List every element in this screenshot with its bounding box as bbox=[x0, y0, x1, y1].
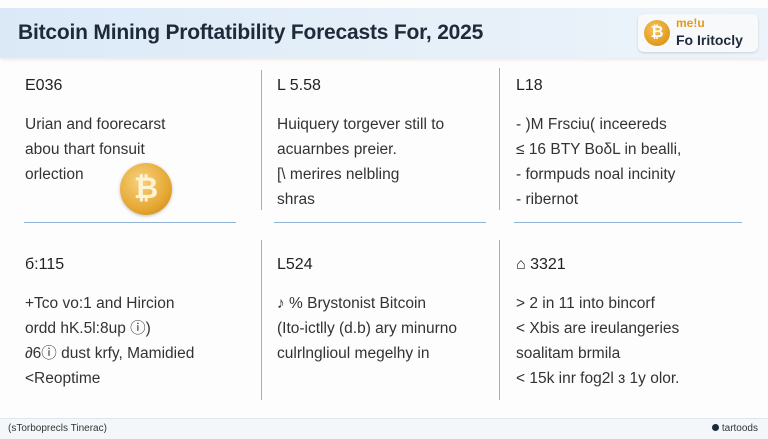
cell-line: - formpuds noal incinity bbox=[516, 166, 676, 183]
cell-number: б:115 bbox=[25, 256, 65, 273]
forecast-cell-1: E036 Urian and foorecarst abou thart fon… bbox=[25, 76, 255, 187]
cell-line: Urian and foorecarst bbox=[25, 116, 166, 133]
cell-line: ♪ % Brystonist Bitcoin bbox=[277, 295, 427, 312]
column-divider-2-bottom bbox=[499, 240, 500, 400]
cell-line: <Reoptime bbox=[25, 370, 101, 387]
forecast-cell-6: ⌂ 3321 > 2 in 11 into bincorf < Xbis are… bbox=[516, 255, 746, 391]
cell-number: ⌂ 3321 bbox=[516, 256, 566, 273]
bitcoin-logo-icon: ₿ bbox=[644, 20, 670, 46]
cell-line: < Xbis are ireulangeries bbox=[516, 320, 680, 337]
brand-tagline: me!u bbox=[676, 16, 705, 30]
forecast-cell-2: L 5.58 Huiquery torgever still to acuarn… bbox=[277, 76, 507, 212]
cell-line: soalitam brmila bbox=[516, 345, 621, 362]
cell-line: < 15k inr fog2l ɜ 1y olor. bbox=[516, 370, 680, 387]
cell-line: > 2 in 11 into bincorf bbox=[516, 295, 655, 312]
cell-line: orlection bbox=[25, 166, 84, 183]
cell-line: shras bbox=[277, 191, 315, 208]
brand-name: Fo Iritocly bbox=[676, 32, 743, 48]
cell-line: abou thart fonsuit bbox=[25, 141, 145, 158]
row-divider-col2 bbox=[274, 222, 486, 223]
cell-line: acuarnbes preier. bbox=[277, 141, 397, 158]
footer-credit: tartoods bbox=[711, 423, 758, 434]
footer-source: (sTorboprecls Tinerac) bbox=[8, 423, 107, 434]
column-divider-2-top bbox=[499, 68, 500, 210]
row-divider-col1 bbox=[24, 222, 236, 223]
bitcoin-coin-icon: ₿ bbox=[120, 163, 172, 215]
cell-line: ∂6ⓘ dust krfy, Mamidied bbox=[25, 345, 195, 362]
cell-line: ≤ 16 BTY BoδL in bealli, bbox=[516, 141, 682, 158]
cell-line: ordd hK.5l:8up ⓘ) bbox=[25, 320, 151, 337]
brand-logo: ₿ me!u Fo Iritocly bbox=[638, 14, 758, 52]
cell-line: culrlnglioul megelhy in bbox=[277, 345, 430, 362]
footer-logo-icon bbox=[711, 424, 719, 431]
forecast-cell-3: L18 - )M Frsciu( inceereds ≤ 16 BTY BoδL… bbox=[516, 76, 746, 212]
cell-number: L524 bbox=[277, 256, 313, 273]
page-title: Bitcoin Mining Proftatibility Forecasts … bbox=[18, 21, 484, 44]
cell-line: - ribernot bbox=[516, 191, 579, 208]
cell-line: +Tco vo:1 and Hircion bbox=[25, 295, 175, 312]
forecast-cell-4: б:115 +Tco vo:1 and Hircion ordd hK.5l:8… bbox=[25, 255, 255, 391]
cell-line: Huiquery torgever still to bbox=[277, 116, 445, 133]
column-divider-1-top bbox=[261, 70, 262, 210]
row-divider-col3 bbox=[514, 222, 742, 223]
cell-number: L18 bbox=[516, 77, 543, 94]
footer-bar: (sTorboprecls Tinerac) tartoods bbox=[0, 418, 768, 439]
cell-line: - )M Frsciu( inceereds bbox=[516, 116, 667, 133]
header-banner: Bitcoin Mining Proftatibility Forecasts … bbox=[0, 8, 768, 58]
cell-line: [\ merires nelbling bbox=[277, 166, 400, 183]
column-divider-1-bottom bbox=[261, 240, 262, 400]
cell-number: E036 bbox=[25, 77, 63, 94]
cell-line: (Ito-ictlly (d.b) ary minurno bbox=[277, 320, 458, 337]
cell-number: L 5.58 bbox=[277, 77, 321, 94]
forecast-cell-5: L524 ♪ % Brystonist Bitcoin (Ito-ictlly … bbox=[277, 255, 507, 366]
footer-credit-text: tartoods bbox=[721, 423, 758, 434]
